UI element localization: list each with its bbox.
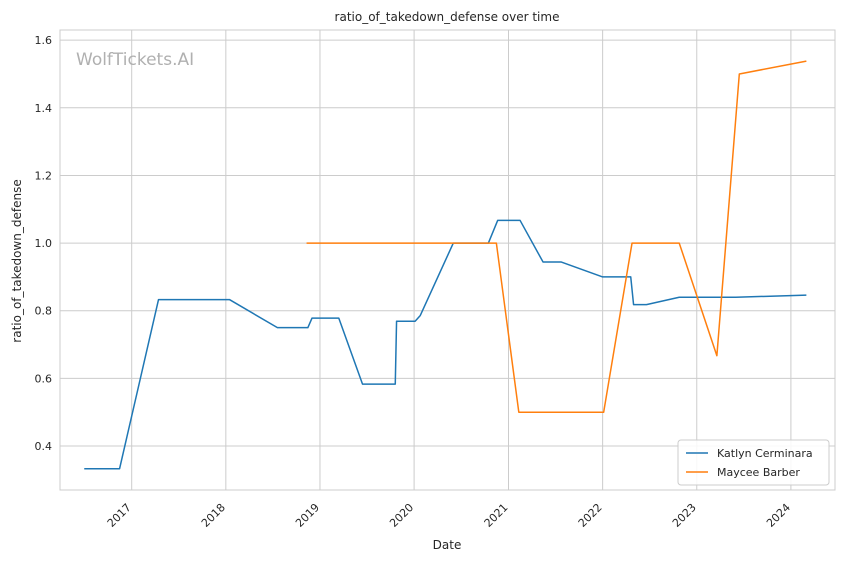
y-tick-label: 0.8 [35,305,53,318]
chart-title: ratio_of_takedown_defense over time [335,10,560,24]
legend-label-katlyn-cerminara: Katlyn Cerminara [717,447,813,460]
watermark: WolfTickets.AI [76,50,194,70]
legend-label-maycee-barber: Maycee Barber [717,466,800,479]
legend: Katlyn Cerminara Maycee Barber [677,439,830,486]
plot-frame [59,29,836,491]
y-tick-label: 0.4 [35,440,53,453]
y-axis-title: ratio_of_takedown_defense [10,179,24,342]
y-tick-label: 0.6 [35,372,53,385]
y-tick-label: 1.2 [35,169,53,182]
y-tick-label: 1.6 [35,34,53,47]
series-line-katlyn-cerminara [84,219,807,470]
series-layer [84,60,807,470]
series-line-maycee-barber [306,60,807,413]
y-tick-label: 1.4 [35,102,53,115]
legend-box [677,439,830,486]
x-axis-title: Date [433,538,462,552]
grid [60,30,835,490]
y-tick-label: 1.0 [35,237,53,250]
